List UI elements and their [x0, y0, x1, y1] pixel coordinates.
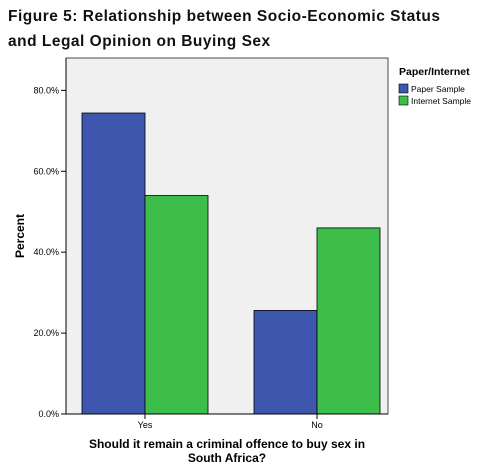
y-tick-label: 60.0% [33, 166, 59, 176]
bar-internet-sample-no [316, 227, 381, 415]
y-tick-label: 20.0% [33, 328, 59, 338]
y-axis-label: Percent [13, 214, 27, 258]
bar-paper-sample-no [253, 310, 318, 415]
legend-swatch-internet-sample [398, 95, 409, 106]
x-axis-label-line-2: South Africa? [188, 451, 266, 465]
legend-title: Paper/Internet [399, 66, 470, 78]
figure-title: Figure 5: Relationship between Socio-Eco… [8, 4, 478, 54]
y-tick-label: 0.0% [38, 409, 59, 419]
x-tick-label-yes: Yes [138, 420, 153, 430]
x-tick-label-no: No [311, 420, 323, 430]
x-axis: Yes No [66, 413, 388, 430]
legend-swatch-paper-sample [398, 83, 409, 94]
x-axis-label-line-1: Should it remain a criminal offence to b… [89, 437, 365, 451]
figure-title-line-2: and Legal Opinion on Buying Sex [8, 33, 271, 50]
y-tick-label: 80.0% [33, 85, 59, 95]
figure-title-line-1: Figure 5: Relationship between Socio-Eco… [8, 8, 441, 25]
bar-internet-sample-yes [144, 195, 209, 415]
bar-paper-sample-yes [81, 112, 146, 415]
y-tick-label: 40.0% [33, 247, 59, 257]
legend-label-internet-sample: Internet Sample [411, 96, 471, 106]
legend-label-paper-sample: Paper Sample [411, 84, 465, 94]
bars [81, 112, 381, 415]
y-axis: 0.0% 20.0% 40.0% 60.0% 80.0% [33, 58, 67, 419]
legend: Paper/Internet Paper Sample Internet Samp… [398, 66, 471, 106]
